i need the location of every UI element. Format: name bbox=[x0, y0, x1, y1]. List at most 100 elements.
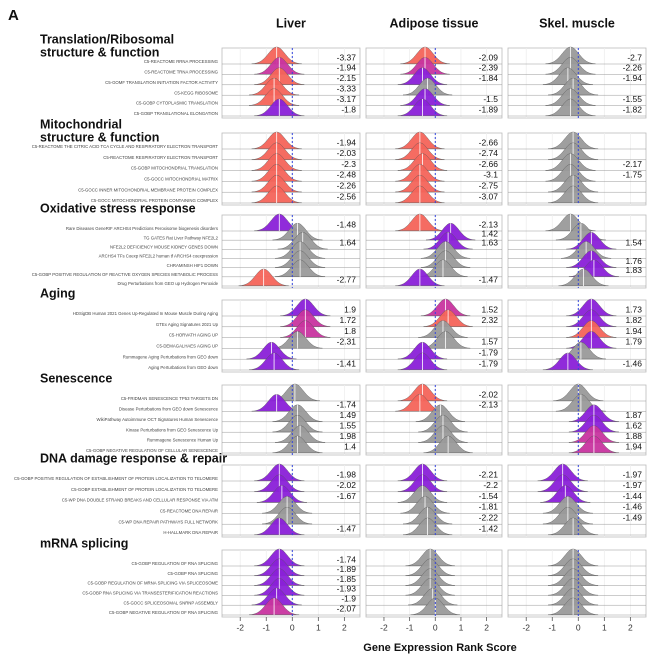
row-label: Aging Perturbations from GEO down bbox=[148, 365, 218, 370]
row-label: C5-GOBP NEGATIVE REGULATION OF CELLULAR … bbox=[86, 448, 218, 453]
value-label: -1.79 bbox=[479, 347, 499, 357]
value-label: -1.89 bbox=[337, 564, 357, 574]
group-title: Mitochondrial bbox=[40, 117, 122, 131]
value-label: 1.49 bbox=[339, 410, 356, 420]
row-label: C5-WP DNA DOUBLE STRAND BREAKS AND CELLU… bbox=[62, 498, 219, 503]
value-label: -1.47 bbox=[337, 523, 357, 533]
value-label: -1.42 bbox=[479, 523, 499, 533]
value-label: -1.89 bbox=[479, 104, 499, 114]
x-tick-label: 1 bbox=[602, 622, 607, 632]
row-label: C5-REACTOME RESPIRATORY ELECTRON TRANSPO… bbox=[103, 155, 218, 160]
row-label: Kinase Perturbations from GEO Senescence… bbox=[126, 427, 219, 432]
value-label: -2.48 bbox=[337, 170, 357, 180]
value-label: -2.66 bbox=[479, 137, 499, 147]
value-label: 1.57 bbox=[481, 337, 498, 347]
x-tick-label: -1 bbox=[548, 622, 556, 632]
value-label: -1.94 bbox=[337, 137, 357, 147]
value-label: -1.9 bbox=[341, 593, 356, 603]
value-label: 1.42 bbox=[481, 228, 498, 238]
value-label: 1.4 bbox=[344, 441, 356, 451]
x-tick-label: -1 bbox=[262, 622, 270, 632]
value-label: -2.03 bbox=[337, 148, 357, 158]
value-label: -2.39 bbox=[479, 63, 499, 73]
value-label: 1.82 bbox=[625, 315, 642, 325]
value-label: -1.93 bbox=[337, 584, 357, 594]
row-label: C5-HORVATH AGING UP bbox=[169, 333, 218, 338]
value-label: -1.46 bbox=[623, 502, 643, 512]
value-label: 1.94 bbox=[625, 441, 642, 451]
value-label: -1.98 bbox=[337, 469, 357, 479]
column-header: Skel. muscle bbox=[539, 16, 615, 30]
value-label: -1.46 bbox=[623, 358, 643, 368]
x-tick-label: 2 bbox=[628, 622, 633, 632]
value-label: -2.07 bbox=[337, 603, 357, 613]
row-label: C5-GOBP REGULATION OF RNA SPLICING bbox=[131, 561, 218, 566]
row-label: TG GATES Rat Liver Pathway NFE2L2 bbox=[144, 235, 219, 240]
value-label: 1.52 bbox=[481, 304, 498, 314]
value-label: -2.26 bbox=[337, 180, 357, 190]
value-label: -2.17 bbox=[623, 159, 643, 169]
value-label: 1.83 bbox=[625, 265, 642, 275]
column-header: Liver bbox=[276, 16, 306, 30]
group-title: structure & function bbox=[40, 130, 159, 144]
group-title: Translation/Ribosomal bbox=[40, 32, 174, 46]
value-label: -2.21 bbox=[479, 469, 499, 479]
value-label: 1.73 bbox=[625, 304, 642, 314]
value-label: -2.15 bbox=[337, 73, 357, 83]
row-label: C5-FRIDMAN SENESCENCE TP53 TARGETS DN bbox=[121, 396, 218, 401]
row-label: Rare Diseases GeneRIF ARCHS4 Predictions… bbox=[66, 226, 218, 231]
value-label: -2.09 bbox=[479, 52, 499, 62]
row-label: C5-GOCC SPLICEOSOMAL SNRNP ASSEMBLY bbox=[124, 600, 219, 605]
row-label: C5-GOCC MITOCHONDRIAL PROTEIN CONTAINING… bbox=[91, 198, 218, 203]
value-label: 2.32 bbox=[481, 315, 498, 325]
value-label: -3.1 bbox=[483, 170, 498, 180]
column-header: Adipose tissue bbox=[390, 16, 479, 30]
value-label: -2.75 bbox=[479, 180, 499, 190]
value-label: 1.72 bbox=[339, 315, 356, 325]
row-label: C5-KEGG RIBOSOME bbox=[174, 90, 218, 95]
value-label: -1.81 bbox=[479, 502, 499, 512]
row-label: C5-GOBP RNA SPLICING bbox=[167, 571, 218, 576]
row-label: C5-REACTOME RRNA PROCESSING bbox=[144, 59, 219, 64]
value-label: 1.63 bbox=[481, 238, 498, 248]
value-label: -1.55 bbox=[623, 94, 643, 104]
value-label: -1.41 bbox=[337, 358, 357, 368]
value-label: 1.8 bbox=[344, 326, 356, 336]
group-title: structure & function bbox=[40, 45, 159, 59]
value-label: -1.75 bbox=[623, 170, 643, 180]
value-label: 1.79 bbox=[625, 337, 642, 347]
row-label: C5-GOBP NEGATIVE REGULATION OF RNA SPLIC… bbox=[109, 610, 219, 615]
value-label: -2.26 bbox=[623, 63, 643, 73]
row-label: WikiPathway Autoimmune OCT Signatures Hu… bbox=[97, 417, 219, 422]
group-title: mRNA splicing bbox=[40, 536, 128, 550]
group-title: Aging bbox=[40, 286, 75, 300]
value-label: -1.84 bbox=[479, 73, 499, 83]
row-label: NFE2L2 DEFICIENCY MOUSE KIDNEY GENES DOW… bbox=[110, 244, 218, 249]
value-label: -2.13 bbox=[479, 219, 499, 229]
value-label: -1.94 bbox=[337, 63, 357, 73]
value-label: -1.47 bbox=[479, 274, 499, 284]
value-label: -1.5 bbox=[483, 94, 498, 104]
value-label: -1.74 bbox=[337, 400, 357, 410]
value-label: -2.7 bbox=[627, 52, 642, 62]
value-label: -3.07 bbox=[479, 191, 499, 201]
row-label: GTEx Aging Signatures 2021 Up bbox=[156, 322, 219, 327]
value-label: 1.87 bbox=[625, 410, 642, 420]
value-label: -1.67 bbox=[337, 491, 357, 501]
value-label: -1.97 bbox=[623, 480, 643, 490]
x-tick-label: -2 bbox=[380, 622, 388, 632]
row-label: C5-GOBP POSITIVE REGULATION OF ESTABLISH… bbox=[14, 476, 218, 481]
value-label: -2.22 bbox=[479, 512, 499, 522]
value-label: 1.55 bbox=[339, 420, 356, 430]
x-tick-label: 2 bbox=[342, 622, 347, 632]
value-label: -2.2 bbox=[483, 480, 498, 490]
value-label: 1.54 bbox=[625, 238, 642, 248]
group-title: Oxidative stress response bbox=[40, 201, 196, 215]
value-label: -2.13 bbox=[479, 400, 499, 410]
row-label: C5-DEMAGALHAES AGING UP bbox=[156, 344, 218, 349]
row-label: Rummagene Aging Perturbations from GEO d… bbox=[123, 354, 219, 359]
value-label: -1.44 bbox=[623, 491, 643, 501]
value-label: 1.88 bbox=[625, 431, 642, 441]
row-label: C5-GOBP REGULATION OF MRNA SPLICING VIA … bbox=[88, 581, 219, 586]
